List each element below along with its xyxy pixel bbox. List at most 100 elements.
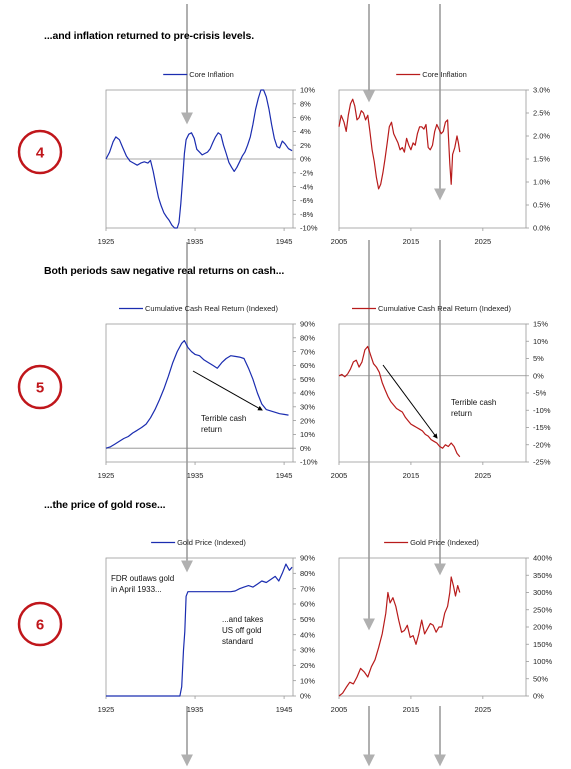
- y-tick-label: 2.0%: [533, 132, 550, 141]
- y-tick-label: 4%: [300, 127, 311, 136]
- series-line: [106, 563, 293, 697]
- annotation-text: FDR outlaws gold in April 1933...: [111, 574, 176, 594]
- annotation-text-line2: return: [201, 425, 222, 434]
- y-tick-label: 10%: [300, 430, 315, 439]
- legend: Gold Price (Indexed): [151, 538, 246, 547]
- y-tick-label: 50%: [533, 674, 548, 683]
- chart-core-2000s: 3.0% 2.5% 2.0% 1.5% 1.0% 0.5% 0.0% 2005 2015 2025…: [331, 70, 551, 246]
- y-tick-label: 90%: [300, 554, 315, 563]
- y-tick-label: 3.0%: [533, 86, 550, 95]
- y-tick-label: -10%: [533, 406, 551, 415]
- chart-cash-1930s: 90% 80% 70% 60% 50% 40% 30% 20% 10% 0% -10% 1925 193…: [98, 304, 318, 480]
- badge-4-label: 4: [36, 145, 45, 162]
- plot-frame: [105, 557, 294, 697]
- legend-label: Cumulative Cash Real Return (Indexed): [145, 304, 278, 313]
- y-tick-label: 70%: [300, 347, 315, 356]
- y-tick-label: 20%: [300, 661, 315, 670]
- y-tick-label: 0.0%: [533, 224, 550, 233]
- x-tick-label: 1925: [98, 237, 115, 246]
- badge-6: 6: [17, 601, 63, 647]
- legend-label: Gold Price (Indexed): [177, 538, 246, 547]
- y-tick-label: 60%: [300, 600, 315, 609]
- x-tick-label: 2015: [403, 705, 420, 714]
- y-tick-label: -15%: [533, 423, 551, 432]
- y-tick-label: 250%: [533, 605, 553, 614]
- legend: Core Inflation: [396, 70, 467, 79]
- series-line: [338, 576, 461, 697]
- annotation-text-line2: return: [451, 409, 472, 418]
- annotation-arrow: [192, 370, 263, 411]
- guide-arrows: [181, 4, 446, 767]
- y-tick-label: 8%: [300, 100, 311, 109]
- y-tick-label: 50%: [300, 375, 315, 384]
- annotation-text-line2: US off gold: [222, 626, 261, 635]
- y-tick-label: 50%: [300, 615, 315, 624]
- plot-frame: [338, 323, 527, 463]
- x-tick-label: 2015: [403, 471, 420, 480]
- y-tick-label: 70%: [300, 584, 315, 593]
- y-tick-label: -8%: [300, 210, 314, 219]
- annotation-gold-standard: ...and takes US off gold standard: [222, 615, 266, 646]
- legend: Core Inflation: [163, 70, 234, 79]
- x-tick-label: 1925: [98, 705, 115, 714]
- badge-5-label: 5: [36, 380, 44, 397]
- series-line: [338, 98, 461, 190]
- y-tick-label: 350%: [533, 571, 553, 580]
- y-tick-label: 300%: [533, 588, 553, 597]
- legend: Cumulative Cash Real Return (Indexed): [119, 304, 278, 313]
- y-tick-label: 40%: [300, 630, 315, 639]
- badge-4: 4: [17, 129, 63, 175]
- x-tick-label: 2025: [475, 237, 492, 246]
- y-tick-label: 6%: [300, 113, 311, 122]
- y-tick-label: 150%: [533, 640, 553, 649]
- y-tick-label: 80%: [300, 569, 315, 578]
- y-tick-label: 80%: [300, 334, 315, 343]
- annotation-text: ...and takes US off gold standard: [222, 615, 266, 646]
- y-tick-label: 15%: [533, 320, 548, 329]
- badge-6-label: 6: [36, 617, 44, 634]
- annotation-text-line1: Terrible cash: [201, 414, 246, 423]
- x-tick-label: 1925: [98, 471, 115, 480]
- y-tick-label: 0%: [300, 155, 311, 164]
- legend-label: Cumulative Cash Real Return (Indexed): [378, 304, 511, 313]
- x-tick-label: 1935: [187, 705, 204, 714]
- x-tick-label: 1935: [187, 471, 204, 480]
- annotation-text-line3: standard: [222, 637, 253, 646]
- x-tick-label: 1945: [276, 471, 293, 480]
- x-tick-label: 1935: [187, 237, 204, 246]
- x-tick-label: 2005: [331, 471, 348, 480]
- legend-label: Gold Price (Indexed): [410, 538, 479, 547]
- y-tick-label: 60%: [300, 361, 315, 370]
- series-line: [105, 89, 293, 229]
- legend-label: Core Inflation: [189, 70, 234, 79]
- annotation-gold-fdr: FDR outlaws gold in April 1933...: [111, 574, 176, 594]
- annotation-text-line1: ...and takes: [222, 615, 263, 624]
- y-tick-label: 30%: [300, 646, 315, 655]
- y-tick-label: 5%: [533, 354, 544, 363]
- annotation-text: Terrible cash return: [201, 414, 249, 434]
- y-tick-label: 2%: [300, 141, 311, 150]
- legend-label: Core Inflation: [422, 70, 467, 79]
- annotation-cash-2000s: Terrible cash return: [382, 364, 496, 439]
- annotation-text-line1: Terrible cash: [451, 398, 496, 407]
- chart-core-1930s: 10% 8% 6% 4% 2% 0% -2% -4% -6% -8% -10% 1925 1935 194…: [98, 70, 318, 246]
- x-tick-label: 2025: [475, 705, 492, 714]
- x-tick-label: 2005: [331, 237, 348, 246]
- heading-cash: Both periods saw negative real returns o…: [44, 265, 284, 277]
- x-tick-label: 1945: [276, 237, 293, 246]
- chart-gold-1930s: 90% 80% 70% 60% 50% 40% 30% 20% 10% 0% 1925 1935 194…: [98, 538, 316, 714]
- badge-5: 5: [17, 364, 63, 410]
- y-tick-label: 0%: [300, 444, 311, 453]
- y-tick-label: 2.5%: [533, 109, 550, 118]
- series-line: [105, 340, 289, 449]
- y-tick-label: 0.5%: [533, 201, 550, 210]
- x-tick-label: 2015: [403, 237, 420, 246]
- y-tick-label: -25%: [533, 458, 551, 467]
- plot-frame: [338, 89, 527, 229]
- y-tick-label: 10%: [300, 676, 315, 685]
- y-tick-label: 0%: [300, 692, 311, 701]
- y-tick-label: 10%: [300, 86, 315, 95]
- legend: Gold Price (Indexed): [384, 538, 479, 547]
- annotation-text-line2: in April 1933...: [111, 585, 162, 594]
